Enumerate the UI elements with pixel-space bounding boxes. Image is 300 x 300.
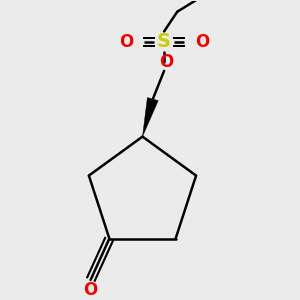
Text: S: S <box>157 32 171 51</box>
Text: O: O <box>83 281 98 299</box>
Text: O: O <box>119 33 133 51</box>
Text: O: O <box>195 33 209 51</box>
Polygon shape <box>142 98 158 136</box>
Text: O: O <box>159 53 173 71</box>
